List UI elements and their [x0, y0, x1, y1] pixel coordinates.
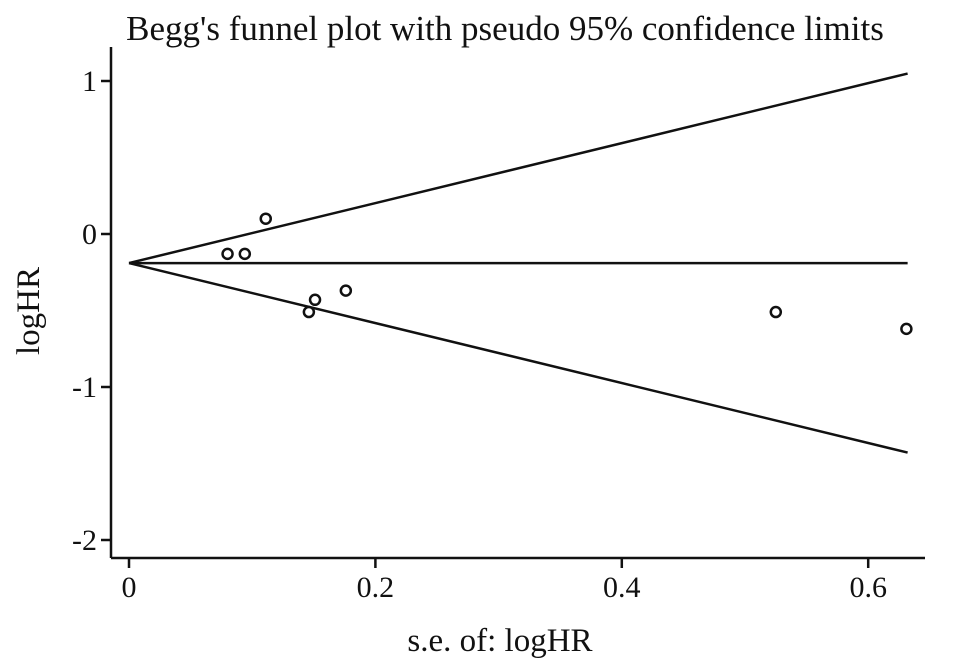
x-tick-label: 0.6 — [849, 571, 887, 604]
study-point — [769, 305, 783, 319]
reference-lines — [128, 72, 908, 454]
study-point — [900, 322, 913, 336]
x-tick-label: 0.4 — [603, 571, 641, 604]
y-tick-label: 0 — [82, 218, 97, 251]
study-point — [221, 247, 234, 261]
study-point — [302, 305, 316, 319]
y-tick-label: 1 — [82, 65, 97, 98]
study-point — [339, 284, 353, 297]
x-tick-label: 0.2 — [357, 571, 395, 604]
upper-confidence-limit-line — [128, 72, 908, 265]
y-tick-label: -1 — [72, 371, 97, 404]
chart-title: Begg's funnel plot with pseudo 95% confi… — [126, 9, 884, 48]
axes: 1 0 -1 -2 0 0.2 0.4 0.6 — [72, 47, 925, 604]
x-axis-label: s.e. of: logHR — [407, 623, 592, 659]
study-point — [238, 247, 252, 261]
study-points — [221, 212, 913, 336]
study-point — [259, 212, 273, 225]
y-tick-label: -2 — [72, 524, 97, 557]
study-point — [308, 293, 322, 307]
lower-confidence-limit-line — [128, 261, 908, 454]
x-tick-label: 0 — [122, 571, 137, 604]
y-axis-label: logHR — [11, 267, 47, 355]
